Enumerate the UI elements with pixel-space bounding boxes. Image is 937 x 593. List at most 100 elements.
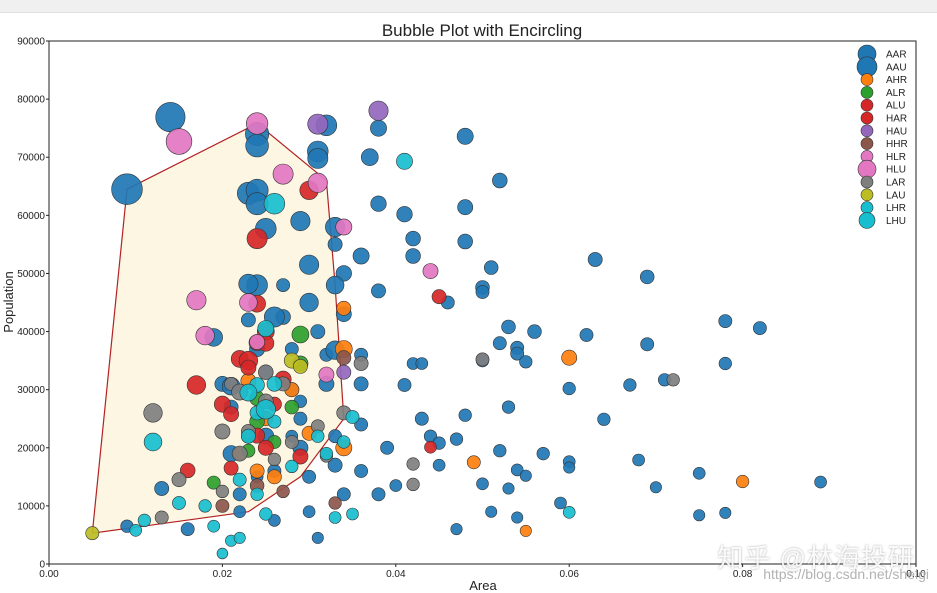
bubble-aar-30 [327, 236, 343, 252]
bubble-aar-48 [415, 357, 429, 370]
bubble-aar-55 [458, 408, 472, 422]
bubble-lhr-1 [143, 432, 163, 452]
x-axis-title: Area [469, 578, 497, 593]
bubble-ahr-9 [519, 524, 532, 537]
bubble-lhr-6 [233, 531, 246, 544]
bubble-aar-99 [814, 475, 827, 489]
bubble-lhr-16 [311, 429, 325, 443]
bubble-lau-0 [85, 526, 100, 541]
bubble-aar-65 [485, 505, 498, 518]
bubble-lhr-20 [346, 507, 359, 521]
bubble-lhu-0 [255, 399, 276, 420]
bubble-aar-77 [519, 469, 532, 482]
bubble-ahr-10 [561, 349, 578, 366]
bubble-hlr-0 [186, 290, 207, 311]
bubble-lhr-21 [396, 152, 413, 170]
bubble-hlr-3 [307, 172, 328, 193]
bubble-aar-73 [510, 346, 525, 361]
bubble-ahr-2 [266, 469, 282, 485]
legend-marker-ahr [860, 73, 874, 86]
bubble-aar-54 [449, 432, 464, 446]
bubble-hhr-0 [215, 498, 230, 513]
bubble-aar-97 [719, 506, 732, 519]
bubble-alr-0 [206, 475, 221, 490]
bubble-alu-15 [424, 440, 437, 454]
bubble-alu-14 [223, 460, 239, 476]
bubble-aar-66 [492, 172, 508, 189]
bubble-har-0 [246, 228, 268, 250]
bubble-aar-93 [692, 466, 706, 480]
bubble-aar-83 [563, 461, 576, 474]
bubble-aar-43 [397, 378, 412, 392]
bubble-aar-18 [293, 411, 308, 426]
bubble-alu-3 [223, 406, 239, 422]
bubble-lar-17 [475, 352, 490, 367]
bubble-aar-101 [276, 278, 290, 292]
bubble-aar-70 [501, 400, 516, 414]
bubble-lhr-25 [129, 523, 142, 537]
bubble-lar-18 [666, 373, 680, 387]
bubble-aar-44 [396, 206, 413, 223]
legend-marker-hau [860, 124, 874, 138]
bubble-alu-6 [240, 359, 257, 376]
bubble-lar-16 [406, 477, 420, 492]
bubble-aar-8 [233, 505, 246, 519]
bubble-aar-41 [380, 440, 394, 455]
y-tick-label-1: 10000 [17, 501, 45, 512]
y-tick-label-3: 30000 [17, 385, 45, 396]
bubble-hlr-6 [422, 263, 439, 279]
bubble-hlr-8 [239, 293, 258, 312]
bubble-alu-1 [186, 375, 206, 395]
bubble-hhr-3 [328, 496, 342, 510]
bubble-lau-2 [292, 358, 308, 374]
bubble-lhu-2 [239, 383, 258, 402]
bubble-aar-31 [352, 247, 370, 265]
bubble-hlr-7 [249, 334, 265, 350]
bubble-lar-11 [284, 435, 299, 449]
bubble-aar-51 [432, 458, 446, 472]
y-tick-label-7: 70000 [17, 153, 45, 164]
bubble-aar-84 [579, 328, 594, 342]
bubble-aau-14 [299, 254, 320, 275]
bubble-lar-0 [143, 403, 163, 423]
window-top-bar [0, 0, 937, 13]
bubble-lhr-22 [562, 505, 576, 519]
bubble-alu-0 [180, 462, 196, 479]
x-tick-label-4: 0.08 [733, 569, 753, 580]
bubble-aar-2 [180, 522, 195, 536]
x-tick-label-5: 0.10 [906, 569, 926, 580]
bubble-aau-16 [325, 275, 345, 295]
legend-marker-hhr [860, 137, 874, 150]
bubble-lar-19 [214, 423, 231, 440]
bubble-aau-10 [290, 211, 311, 232]
bubble-lhr-19 [345, 410, 360, 424]
bubble-aar-33 [370, 119, 387, 137]
bubble-aar-96 [718, 356, 732, 371]
watermark-text: 知乎 @林海投研 [717, 543, 915, 573]
bubble-lhr-12 [259, 507, 273, 521]
bubble-hau-0 [307, 113, 329, 135]
bubble-lar-6 [231, 445, 248, 462]
bubble-lhr-15 [285, 459, 299, 474]
legend-marker-lar [860, 175, 874, 189]
bubble-hlu-1 [195, 326, 215, 346]
bubble-lhr-17 [328, 511, 342, 524]
x-tick-label-2: 0.04 [386, 569, 406, 580]
bubble-ahr-11 [735, 474, 750, 489]
y-tick-label-4: 40000 [17, 327, 45, 338]
legend-label-har: HAR [886, 114, 907, 125]
bubble-lhr-3 [207, 519, 220, 533]
bubble-aar-79 [536, 447, 550, 461]
y-tick-label-5: 50000 [17, 269, 45, 280]
bubble-aar-78 [527, 324, 542, 339]
bubble-lhr-2 [172, 496, 186, 510]
bubble-lhr-26 [319, 447, 334, 461]
legend-label-hlu: HLU [886, 165, 906, 176]
bubble-aau-1 [155, 102, 186, 133]
bubble-aar-87 [623, 378, 637, 392]
bubble-aar-81 [562, 381, 576, 396]
watermark-url: https://blog.csdn.net/shelgi [763, 566, 929, 582]
bubble-lhr-24 [198, 499, 212, 513]
bubble-lar-2 [171, 472, 187, 488]
bubble-aar-22 [310, 324, 326, 339]
